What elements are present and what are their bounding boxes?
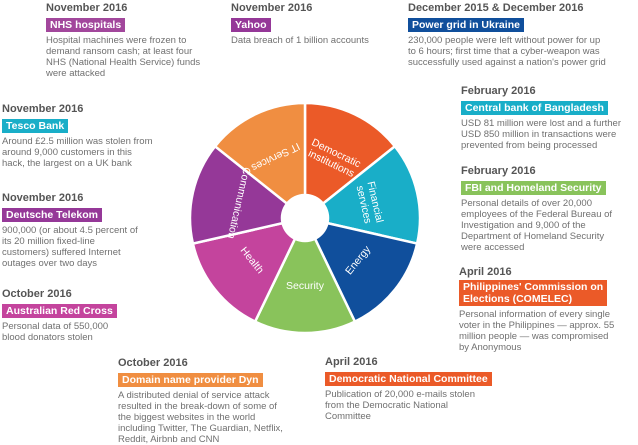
event-description: Data breach of 1 billion accounts bbox=[231, 35, 369, 46]
event-title: Philippines' Commission on Elections (COM… bbox=[459, 280, 608, 306]
event-title: Australian Red Cross bbox=[2, 304, 117, 318]
wheel-segment-security bbox=[253, 237, 357, 335]
event-description: USD 81 million were lost and a further US… bbox=[461, 118, 621, 151]
event-yahoo: November 2016 Yahoo Data breach of 1 bil… bbox=[231, 2, 401, 46]
event-description: Hospital machines were frozen to demand r… bbox=[46, 35, 201, 79]
event-date: December 2015 & December 2016 bbox=[408, 2, 584, 14]
event-date: November 2016 bbox=[231, 2, 313, 14]
event-bangladesh-bank: February 2016 Central bank of Bangladesh… bbox=[461, 85, 636, 151]
wheel-segment-it-services bbox=[213, 101, 307, 206]
event-fbi-homeland-security: February 2016 FBI and Homeland Security … bbox=[461, 165, 636, 253]
wheel-segment-communication bbox=[188, 144, 289, 246]
wheel-segment-financial-services bbox=[321, 144, 422, 246]
event-title: FBI and Homeland Security bbox=[461, 181, 606, 195]
event-date: April 2016 bbox=[325, 356, 378, 368]
event-date: November 2016 bbox=[2, 103, 84, 115]
event-title: Democratic National Committee bbox=[325, 372, 492, 386]
event-description: Personal details of over 20,000 employees… bbox=[461, 198, 613, 253]
event-date: October 2016 bbox=[2, 288, 72, 300]
event-description: A distributed denial of service attack re… bbox=[118, 390, 283, 445]
event-philippines-comelec: April 2016 Philippines' Commission on Ele… bbox=[459, 266, 636, 353]
event-australian-red-cross: October 2016 Australian Red Cross Person… bbox=[2, 288, 182, 343]
event-description: Around £2.5 million was stolen from aroun… bbox=[2, 136, 153, 169]
event-description: Personal data of 550,000 blood donators s… bbox=[2, 321, 109, 343]
wheel-segment-democratic-institutions bbox=[303, 101, 397, 206]
event-title: NHS hospitals bbox=[46, 18, 126, 32]
event-title: Central bank of Bangladesh bbox=[461, 101, 608, 115]
event-tesco-bank: November 2016 Tesco Bank Around £2.5 mil… bbox=[2, 103, 182, 169]
event-description: Publication of 20,000 e-mails stolen from… bbox=[325, 389, 475, 422]
event-title: Tesco Bank bbox=[2, 119, 69, 133]
event-deutsche-telekom: November 2016 Deutsche Telekom 900,000 (… bbox=[2, 192, 182, 269]
event-democratic-national-committee: April 2016 Democratic National Committee… bbox=[325, 356, 515, 422]
event-ukraine-power-grid: December 2015 & December 2016 Power grid… bbox=[408, 2, 636, 68]
event-date: October 2016 bbox=[118, 357, 188, 369]
event-dyn: October 2016 Domain name provider Dyn A … bbox=[118, 357, 318, 445]
event-title: Deutsche Telekom bbox=[2, 208, 103, 222]
event-title: Yahoo bbox=[231, 18, 271, 32]
event-date: November 2016 bbox=[2, 192, 84, 204]
event-date: April 2016 bbox=[459, 266, 512, 278]
wheel-segment-energy bbox=[313, 221, 419, 324]
event-date: February 2016 bbox=[461, 165, 536, 177]
event-description: 230,000 people were left without power f… bbox=[408, 35, 606, 68]
wheel-label-security: Security bbox=[286, 280, 325, 292]
event-date: November 2016 bbox=[46, 2, 128, 14]
wheel-segment-health bbox=[191, 221, 297, 324]
event-title: Power grid in Ukraine bbox=[408, 18, 524, 32]
event-date: February 2016 bbox=[461, 85, 536, 97]
event-description: Personal information of every single vote… bbox=[459, 309, 615, 353]
event-description: 900,000 (or about 4.5 percent of its 20 m… bbox=[2, 225, 138, 269]
event-title: Domain name provider Dyn bbox=[118, 373, 263, 387]
event-nhs-hospitals: November 2016 NHS hospitals Hospital mac… bbox=[46, 2, 236, 79]
